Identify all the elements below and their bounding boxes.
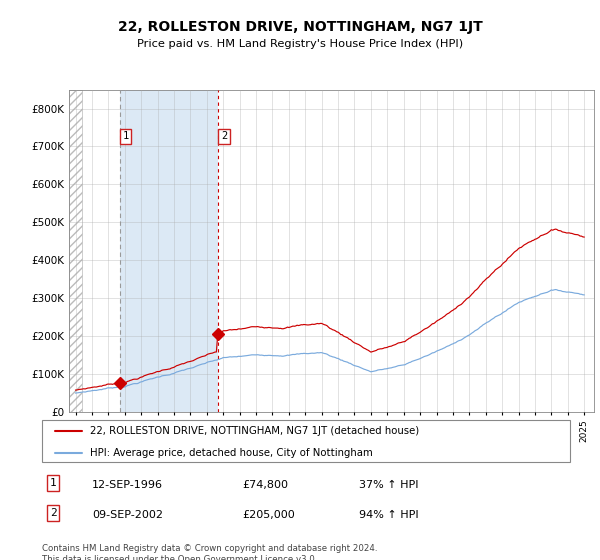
Text: 1: 1 — [50, 478, 56, 488]
Text: 2: 2 — [50, 508, 56, 518]
Text: 22, ROLLESTON DRIVE, NOTTINGHAM, NG7 1JT (detached house): 22, ROLLESTON DRIVE, NOTTINGHAM, NG7 1JT… — [89, 426, 419, 436]
Bar — [69, 90, 82, 412]
Text: HPI: Average price, detached house, City of Nottingham: HPI: Average price, detached house, City… — [89, 448, 372, 458]
Text: £74,800: £74,800 — [242, 480, 289, 490]
Text: 94% ↑ HPI: 94% ↑ HPI — [359, 510, 418, 520]
Text: 09-SEP-2002: 09-SEP-2002 — [92, 510, 163, 520]
Text: 22, ROLLESTON DRIVE, NOTTINGHAM, NG7 1JT: 22, ROLLESTON DRIVE, NOTTINGHAM, NG7 1JT — [118, 20, 482, 34]
FancyBboxPatch shape — [42, 420, 570, 462]
Text: 12-SEP-1996: 12-SEP-1996 — [92, 480, 163, 490]
Text: 1: 1 — [122, 131, 129, 141]
Text: Contains HM Land Registry data © Crown copyright and database right 2024.
This d: Contains HM Land Registry data © Crown c… — [42, 544, 377, 560]
Text: £205,000: £205,000 — [242, 510, 295, 520]
Bar — [120, 90, 218, 412]
Text: 2: 2 — [221, 131, 227, 141]
Text: Price paid vs. HM Land Registry's House Price Index (HPI): Price paid vs. HM Land Registry's House … — [137, 39, 463, 49]
Text: 37% ↑ HPI: 37% ↑ HPI — [359, 480, 418, 490]
